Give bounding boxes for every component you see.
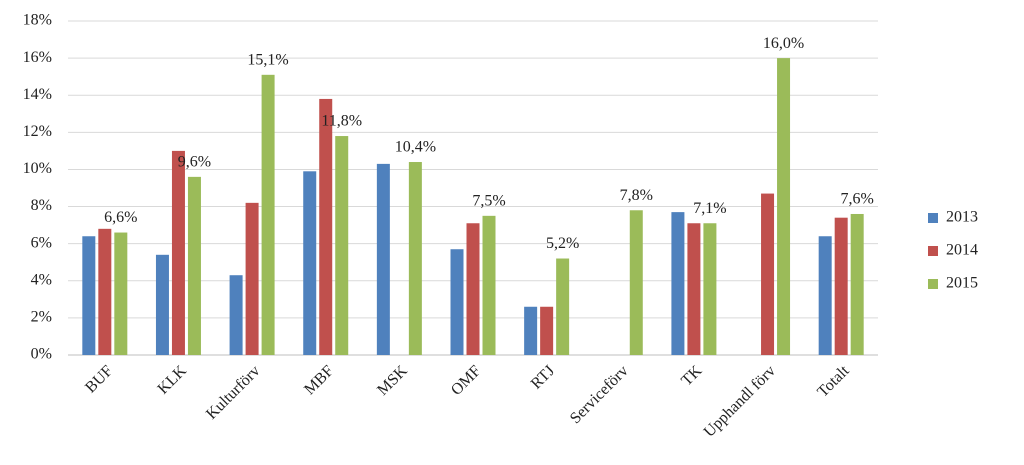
x-tick-label: Kulturförv (203, 362, 263, 422)
bar (761, 193, 775, 355)
y-tick-label: 10% (23, 160, 52, 177)
y-tick-label: 14% (23, 86, 52, 103)
bar (703, 223, 717, 355)
bar (335, 136, 349, 355)
legend-label: 2013 (946, 209, 978, 226)
y-tick-label: 18% (23, 12, 52, 29)
value-label: 10,4% (395, 139, 436, 156)
legend-label: 2015 (946, 275, 978, 292)
legend-swatch (928, 279, 938, 289)
value-label: 7,8% (620, 187, 653, 204)
x-tick-label: Serviceförv (567, 362, 632, 427)
legend-label: 2014 (946, 242, 978, 259)
bar (818, 236, 832, 355)
bar (114, 232, 128, 355)
bar (82, 236, 96, 355)
bar (450, 249, 464, 355)
bar (303, 171, 317, 355)
x-tick-label: Upphandl förv (701, 362, 779, 440)
bar (482, 215, 496, 355)
value-label: 7,1% (693, 200, 726, 217)
bar (261, 74, 275, 356)
value-label: 11,8% (321, 113, 362, 130)
x-tick-label: BUF (82, 362, 116, 396)
bar (319, 98, 333, 355)
bar (671, 212, 685, 355)
value-label: 7,6% (841, 191, 874, 208)
x-tick-label: RTJ (528, 362, 558, 392)
x-tick-label: KLK (155, 362, 191, 398)
value-label: 7,5% (472, 193, 505, 210)
bar (376, 163, 390, 355)
bar (98, 228, 112, 355)
bar (556, 258, 570, 355)
x-tick-label: MBF (301, 362, 337, 398)
y-tick-label: 2% (31, 309, 52, 326)
y-tick-label: 12% (23, 123, 52, 140)
bar (466, 223, 480, 355)
x-tick-label: Totalt (814, 362, 853, 401)
bar (687, 223, 701, 355)
bar (524, 306, 538, 355)
bar (408, 162, 422, 355)
value-label: 5,2% (546, 235, 579, 252)
bar (245, 202, 259, 355)
y-tick-label: 0% (31, 346, 52, 363)
bar (540, 306, 554, 355)
bar (850, 213, 864, 355)
y-tick-label: 8% (31, 197, 52, 214)
value-label: 16,0% (763, 35, 804, 52)
y-tick-label: 6% (31, 234, 52, 251)
bar (834, 217, 848, 355)
bar (187, 176, 201, 355)
bar (629, 210, 643, 355)
bar (777, 58, 791, 355)
bar (229, 275, 243, 355)
x-tick-label: MSK (374, 362, 411, 399)
y-tick-label: 4% (31, 271, 52, 288)
y-tick-label: 16% (23, 49, 52, 66)
legend-swatch (928, 213, 938, 223)
bar (155, 254, 169, 355)
bar (171, 150, 185, 355)
value-label: 6,6% (104, 209, 137, 226)
x-tick-label: TK (678, 362, 705, 389)
value-label: 9,6% (178, 154, 211, 171)
x-tick-label: OMF (448, 362, 485, 399)
legend-swatch (928, 246, 938, 256)
value-label: 15,1% (247, 51, 288, 68)
